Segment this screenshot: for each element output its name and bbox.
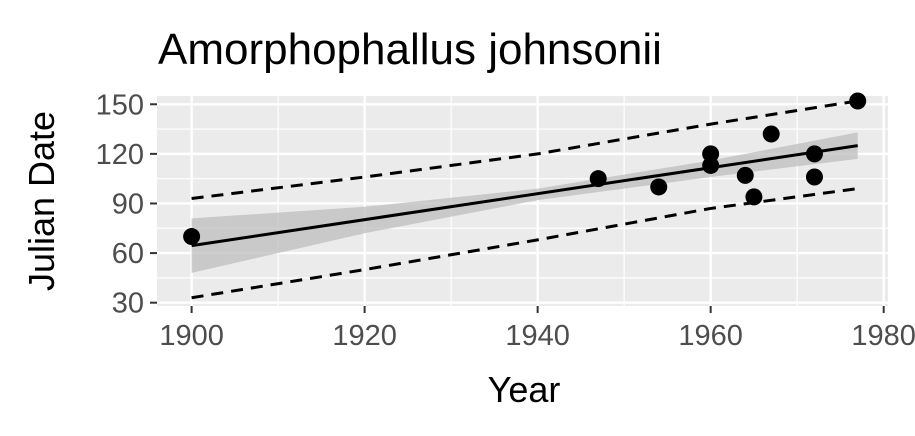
data-point: [650, 178, 668, 196]
y-tick-label: 150: [96, 89, 144, 121]
x-tick-label: 1920: [332, 320, 397, 352]
data-point: [762, 125, 780, 143]
y-tick-label: 60: [112, 238, 144, 270]
y-tick-label: 120: [96, 139, 144, 171]
y-tick-label: 90: [112, 188, 144, 220]
data-point: [805, 168, 823, 186]
x-tick-label: 1980: [851, 320, 915, 352]
confidence-band-layer: [191, 132, 858, 273]
prediction-interval-lower: [191, 187, 858, 300]
fit-line-layer: [191, 144, 858, 248]
chart-title: Amorphophallus johnsonii: [158, 25, 662, 74]
data-point: [849, 92, 867, 110]
x-tick-label: 1900: [159, 320, 224, 352]
fit-line: [191, 144, 858, 248]
prediction-interval-layer: [191, 99, 858, 300]
data-point: [183, 228, 201, 246]
confidence-band: [191, 132, 858, 273]
y-tick-label: 30: [112, 288, 144, 320]
data-point: [702, 156, 720, 174]
data-point: [805, 145, 823, 163]
grid-major: [157, 96, 888, 306]
x-tick-label: 1960: [678, 320, 743, 352]
y-axis-title: Julian Date: [21, 111, 62, 291]
x-axis-title: Year: [488, 369, 561, 410]
data-point: [745, 188, 763, 206]
data-point: [736, 166, 754, 184]
x-tick-label: 1940: [505, 320, 570, 352]
x-axis: 1900 1920 1940 1960 1980: [159, 306, 915, 352]
y-axis: 30 60 90 120 150: [96, 89, 157, 320]
data-point: [589, 170, 607, 188]
points-layer: [183, 92, 867, 246]
prediction-interval-upper: [191, 99, 858, 201]
